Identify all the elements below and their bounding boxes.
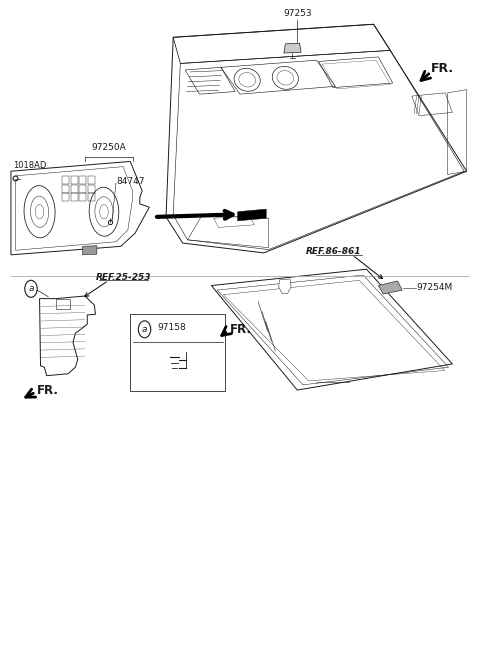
Text: FR.: FR. xyxy=(431,62,454,75)
Text: 97254M: 97254M xyxy=(417,283,453,292)
Text: REF.86-861: REF.86-861 xyxy=(306,247,362,256)
Text: 97158: 97158 xyxy=(157,323,186,333)
Polygon shape xyxy=(83,246,97,255)
Polygon shape xyxy=(284,43,301,53)
Text: a: a xyxy=(142,325,147,334)
Polygon shape xyxy=(279,279,291,293)
Text: 1018AD: 1018AD xyxy=(13,161,47,170)
Text: 84747: 84747 xyxy=(116,176,144,186)
FancyBboxPatch shape xyxy=(130,314,225,392)
Text: FR.: FR. xyxy=(229,323,252,336)
Text: 97253: 97253 xyxy=(283,9,312,18)
Text: FR.: FR. xyxy=(37,384,59,397)
Polygon shape xyxy=(378,281,402,294)
Text: a: a xyxy=(28,284,34,293)
Text: REF.25-253: REF.25-253 xyxy=(96,272,151,281)
Text: 97250A: 97250A xyxy=(91,142,126,152)
Polygon shape xyxy=(238,209,266,221)
